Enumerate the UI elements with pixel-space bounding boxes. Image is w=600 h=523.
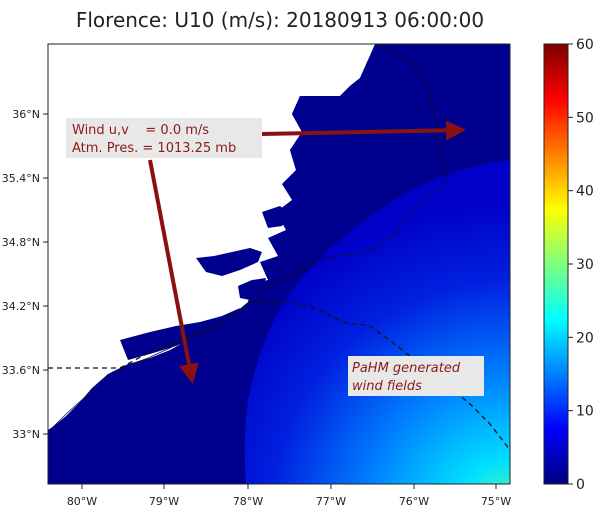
shoreline-outline xyxy=(51,305,247,429)
colorbar-gradient xyxy=(543,43,569,485)
colorbar-tick-label: 10 xyxy=(576,404,594,420)
pahm-label: PaHM generated wind fields xyxy=(348,356,484,396)
lon-tick-label: 78°W xyxy=(233,495,263,508)
lon-tick-label: 77°W xyxy=(316,495,346,508)
coastal-water xyxy=(120,308,240,360)
lon-tick-label: 75°W xyxy=(481,495,511,508)
lat-tick-label: 34.8°N xyxy=(2,236,40,249)
lat-tick-label: 34.2°N xyxy=(2,300,40,313)
pahm-label-box xyxy=(348,356,484,396)
readout-annotation: Wind u,v = 0.0 m/s Atm. Pres. = 1013.25 … xyxy=(66,118,466,384)
lat-tick-label: 36°N xyxy=(12,108,40,121)
lon-axis: 80°W 79°W 78°W 77°W 76°W 75°W xyxy=(67,484,511,508)
lat-tick-label: 33°N xyxy=(12,428,40,441)
colorbar-ticks: 0 10 20 30 40 50 60 xyxy=(568,37,594,493)
colorbar-tick-label: 40 xyxy=(576,184,594,200)
pahm-label-line1: PaHM generated xyxy=(352,361,461,376)
river-estuary-3 xyxy=(262,206,290,228)
lon-tick-label: 79°W xyxy=(149,495,179,508)
colorbar-tick-label: 0 xyxy=(576,477,585,493)
lat-tick-label: 35.4°N xyxy=(2,172,40,185)
coastline-outline xyxy=(245,44,447,307)
readout-box xyxy=(66,118,262,158)
lat-axis: 36°N 35.4°N 34.8°N 34.2°N 33.6°N 33°N xyxy=(2,108,48,441)
colorbar-tick-label: 50 xyxy=(576,110,594,126)
arrow-right xyxy=(261,120,466,141)
colorbar-tick-label: 60 xyxy=(576,37,594,53)
colorbar-tick-label: 30 xyxy=(576,257,594,273)
wind-field xyxy=(244,160,510,484)
lon-tick-label: 76°W xyxy=(399,495,429,508)
map-frame xyxy=(47,43,511,485)
readout-pressure: Atm. Pres. = 1013.25 mb xyxy=(72,141,236,156)
river-estuary-2 xyxy=(238,278,266,300)
arrow-down xyxy=(148,159,199,384)
map-area xyxy=(48,44,510,484)
colorbar-tick-label: 20 xyxy=(576,330,594,346)
lon-tick-label: 80°W xyxy=(67,495,97,508)
readout-wind: Wind u,v = 0.0 m/s xyxy=(72,123,209,138)
colorbar: 0 10 20 30 40 50 60 xyxy=(543,37,594,493)
river-estuary-1 xyxy=(196,248,262,276)
pahm-label-line2: wind fields xyxy=(352,379,422,394)
map-title: Florence: U10 (m/s): 20180913 06:00:00 xyxy=(75,8,485,32)
lat-tick-label: 33.6°N xyxy=(2,364,40,377)
